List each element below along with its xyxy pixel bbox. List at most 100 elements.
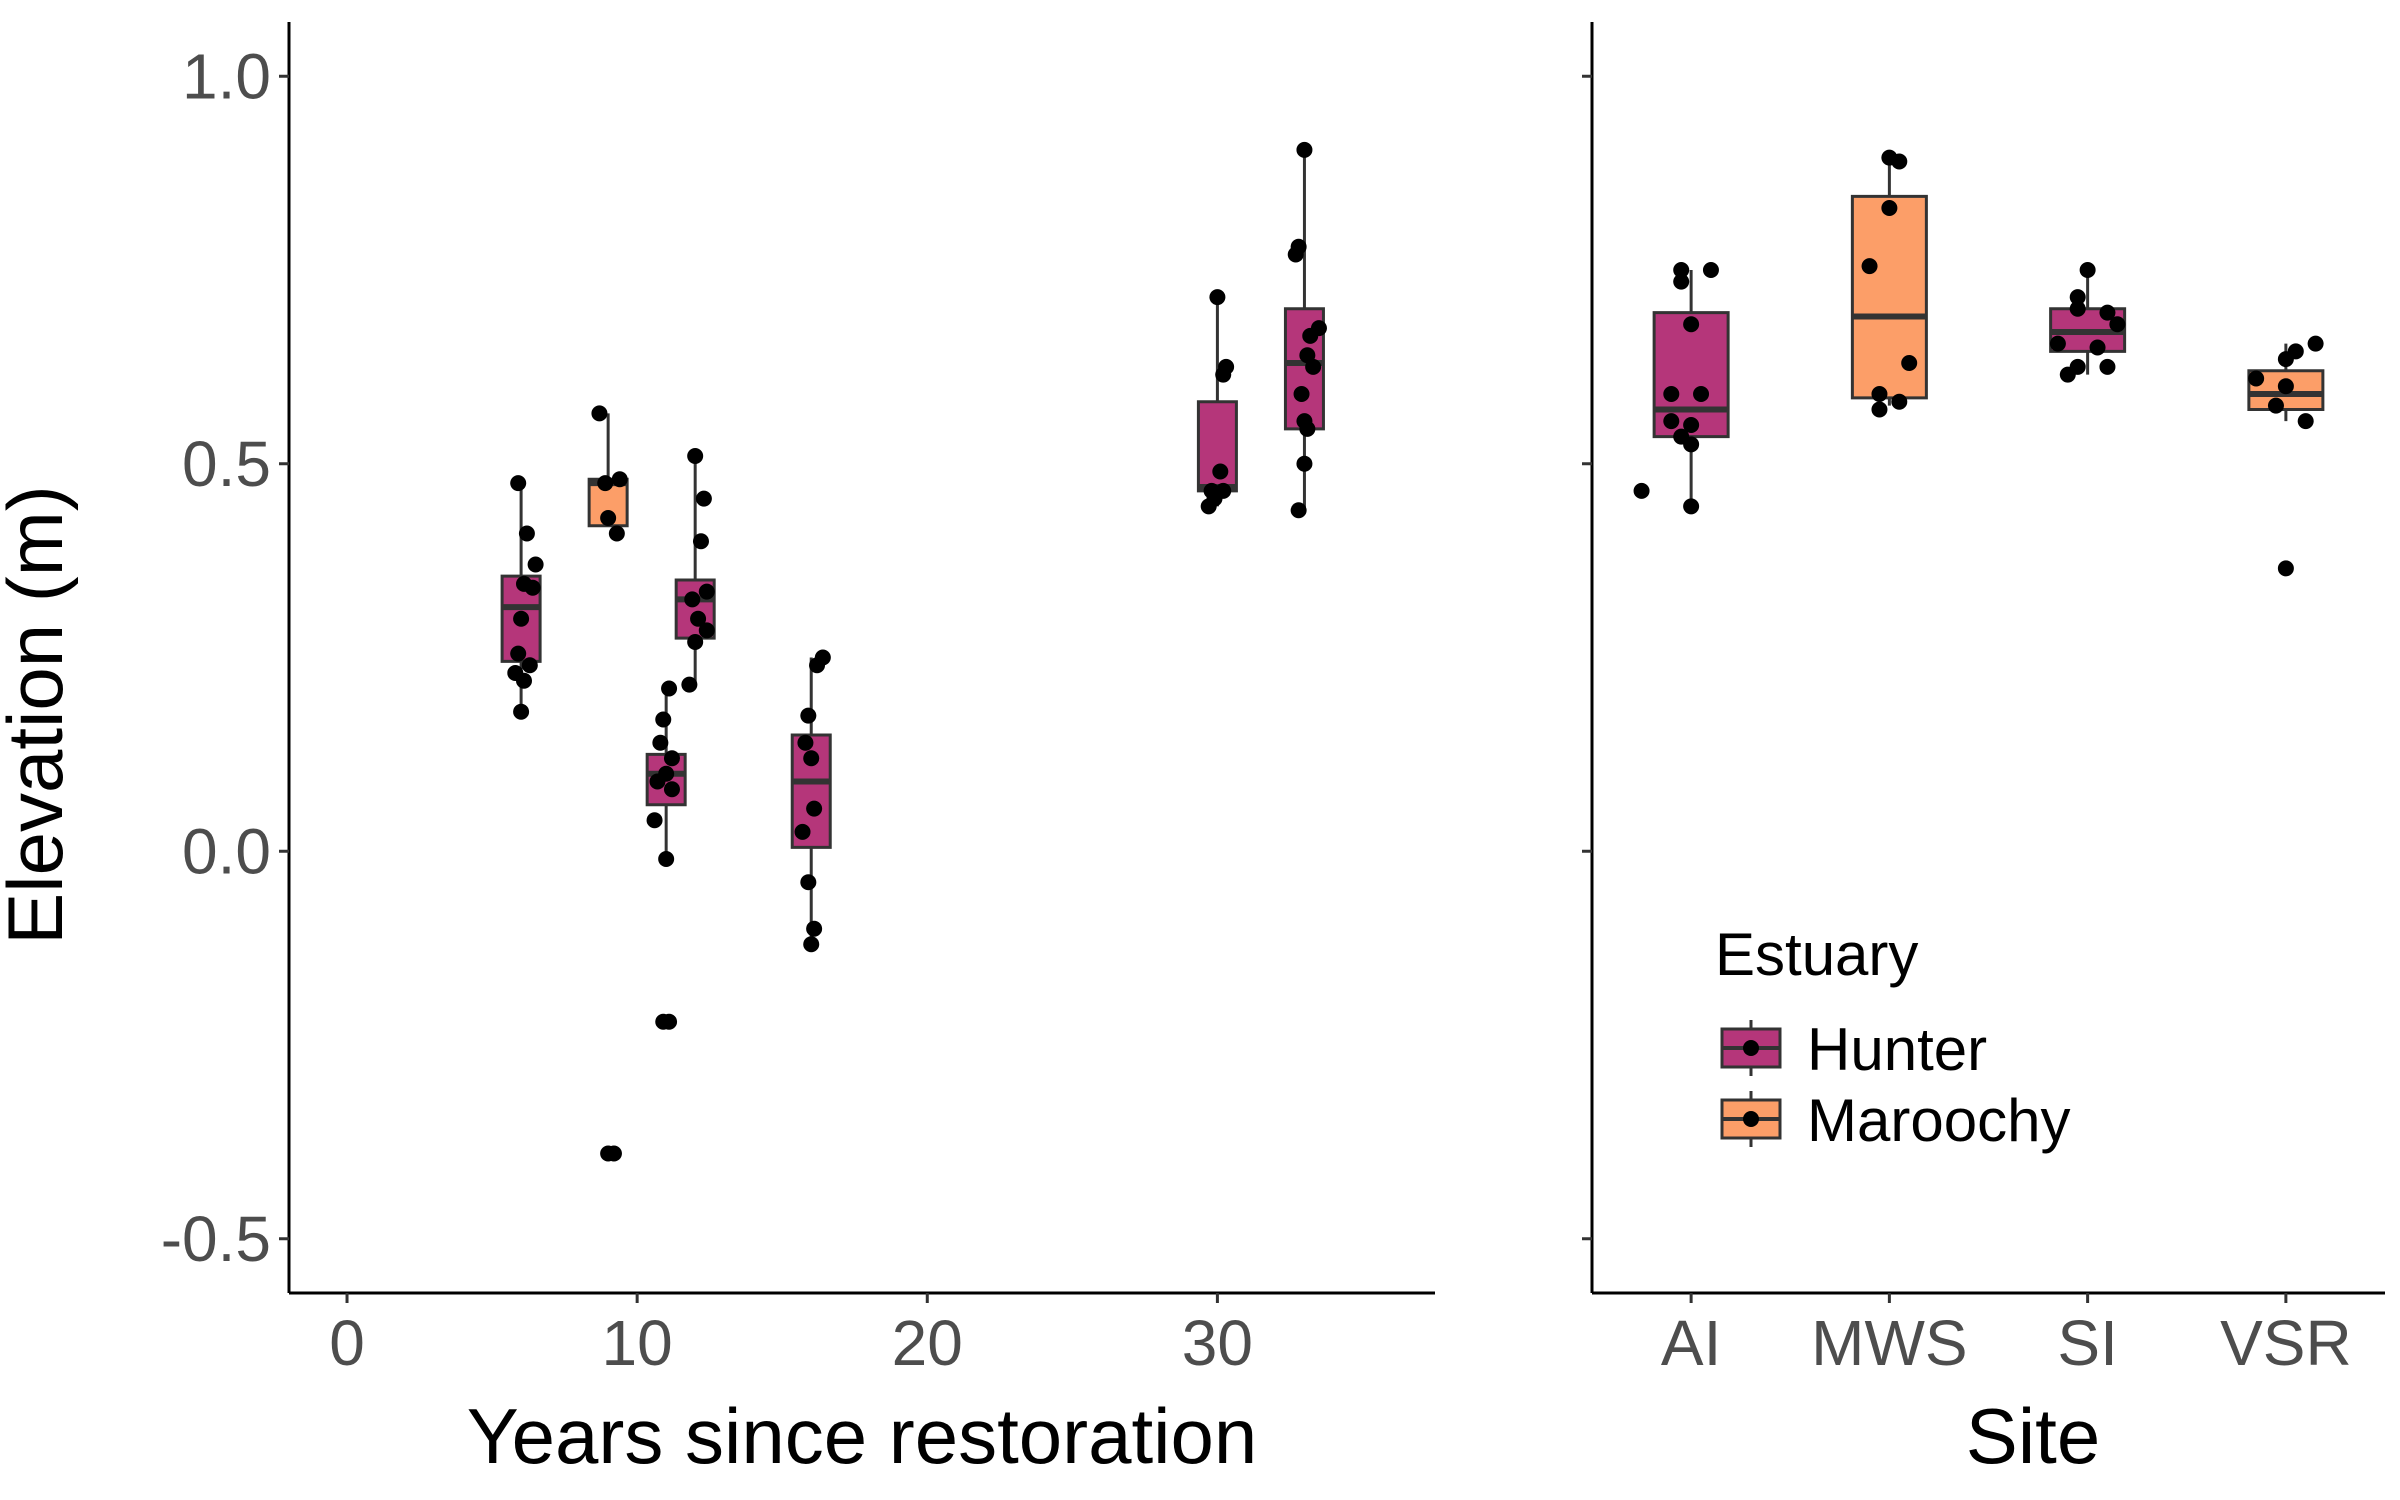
- data-point: [1290, 502, 1307, 519]
- data-point: [663, 781, 680, 798]
- legend-key-point: [1743, 1111, 1759, 1127]
- data-point: [803, 936, 820, 953]
- data-point: [663, 750, 680, 767]
- data-point: [681, 676, 698, 693]
- data-point: [1287, 246, 1304, 263]
- data-point: [608, 525, 625, 542]
- data-point: [684, 591, 701, 608]
- legend-label: Hunter: [1807, 1016, 1987, 1083]
- data-point: [1633, 482, 1650, 499]
- y-tick-label: 1.0: [182, 40, 271, 112]
- data-point: [1891, 393, 1908, 410]
- data-point: [600, 510, 617, 526]
- legend-label: Maroochy: [1807, 1087, 2070, 1154]
- left-panel-years-since-restoration: -0.5 0.0 0.5 1.0 0 10 20 30: [161, 22, 1435, 1379]
- data-point: [2297, 413, 2314, 430]
- data-point: [1293, 386, 1310, 402]
- data-point: [2099, 304, 2116, 321]
- data-point: [1200, 498, 1217, 515]
- box-year-30: [1196, 289, 1238, 515]
- data-point: [591, 405, 608, 422]
- x-tick-label: 30: [1182, 1307, 1253, 1379]
- data-point: [1296, 141, 1313, 158]
- data-point: [803, 750, 820, 767]
- data-point: [2079, 262, 2096, 278]
- data-point: [1212, 463, 1229, 480]
- right-panel-site: AI MWS SI VSR: [1582, 22, 2385, 1379]
- data-point: [1673, 273, 1690, 290]
- data-point: [516, 672, 533, 689]
- legend-entry-hunter: Hunter: [1720, 1016, 1987, 1083]
- y-axis-title: Elevation (m): [0, 485, 79, 944]
- x-tick-label-site: MWS: [1811, 1307, 1967, 1379]
- box-site-vsr: [2247, 335, 2325, 577]
- data-point: [2069, 289, 2086, 306]
- box-year-9: [587, 405, 629, 1162]
- data-point: [655, 711, 672, 728]
- data-point: [1683, 417, 1700, 433]
- data-point: [2267, 397, 2284, 414]
- x-tick-label: 0: [329, 1307, 365, 1379]
- data-point: [1683, 436, 1700, 453]
- data-point: [1209, 289, 1226, 306]
- data-point: [649, 773, 666, 790]
- data-point: [1663, 386, 1680, 402]
- data-point: [521, 657, 538, 674]
- data-point: [1871, 401, 1888, 418]
- data-point: [1901, 355, 1918, 371]
- data-point: [698, 622, 715, 639]
- data-point: [1693, 386, 1710, 402]
- x-axis-title-years: Years since restoration: [467, 1392, 1258, 1480]
- data-point: [1891, 153, 1908, 170]
- data-point: [806, 800, 823, 817]
- box-year-6: [500, 475, 544, 720]
- data-point: [652, 734, 669, 751]
- data-point: [690, 610, 707, 627]
- x-tick-label-site: VSR: [2220, 1307, 2352, 1379]
- data-point: [2307, 335, 2324, 352]
- data-point: [661, 1013, 678, 1030]
- x-tick-label: 10: [602, 1307, 673, 1379]
- box-year-33: [1283, 141, 1327, 519]
- data-point: [2089, 339, 2106, 356]
- box-site-si: [2049, 262, 2127, 383]
- y-tick-label: 0.0: [182, 815, 271, 887]
- data-point: [692, 533, 709, 550]
- data-point: [513, 610, 530, 627]
- data-point: [658, 851, 675, 867]
- box-year-16: [790, 649, 832, 953]
- data-point: [597, 475, 614, 492]
- legend-title: Estuary: [1715, 921, 1918, 988]
- data-point: [2049, 335, 2066, 352]
- data-point: [1683, 316, 1700, 333]
- data-point: [646, 812, 663, 829]
- legend-entry-maroochy: Maroochy: [1720, 1087, 2070, 1154]
- data-point: [698, 583, 715, 600]
- data-point: [1881, 200, 1898, 216]
- data-point: [611, 471, 628, 488]
- data-point: [1683, 498, 1700, 515]
- data-point: [1702, 262, 1719, 278]
- data-point: [695, 490, 712, 507]
- data-point: [797, 734, 814, 751]
- data-point: [2248, 370, 2265, 387]
- data-point: [1296, 455, 1313, 472]
- box-year-11: [645, 680, 687, 1030]
- box-site-ai: [1633, 262, 1730, 515]
- data-point: [2277, 560, 2294, 577]
- data-point: [2277, 378, 2294, 395]
- data-point: [527, 556, 544, 573]
- data-point: [1673, 262, 1690, 278]
- data-point: [518, 525, 535, 542]
- legend-key-point: [1743, 1040, 1759, 1056]
- data-point: [1215, 366, 1232, 383]
- data-point: [1861, 258, 1878, 275]
- data-point: [806, 920, 823, 937]
- data-point: [1871, 386, 1888, 402]
- data-point: [2099, 358, 2116, 375]
- data-point: [2277, 351, 2294, 368]
- data-point: [510, 475, 527, 492]
- data-point: [661, 680, 678, 697]
